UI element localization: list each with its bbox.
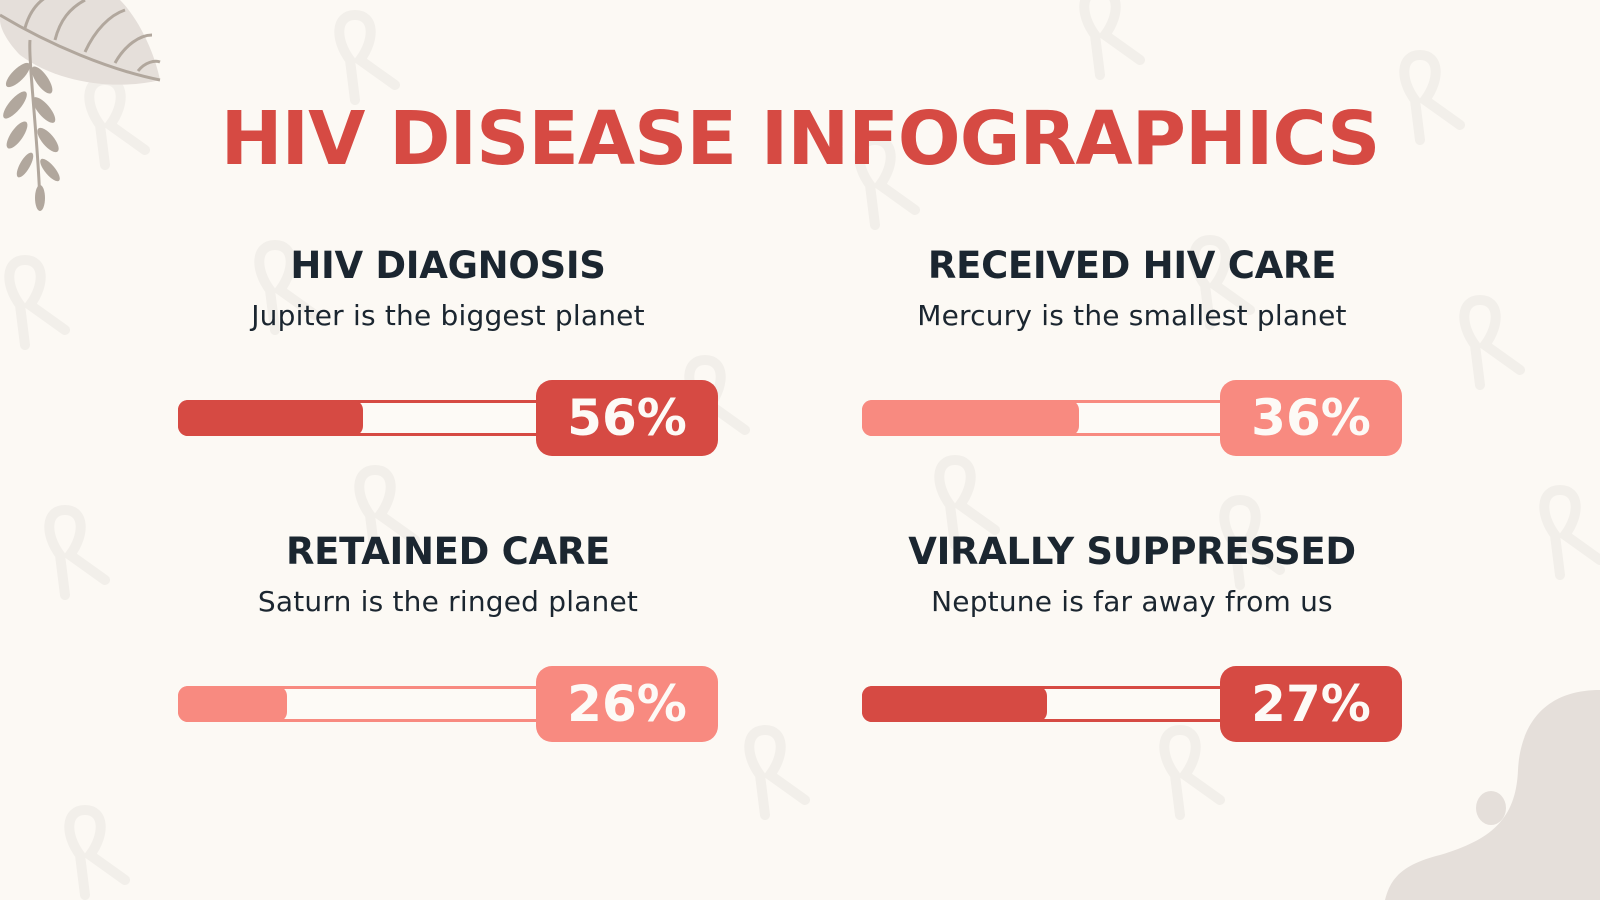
blob-shape [1385,690,1600,900]
awareness-ribbon-icon [64,804,130,900]
awareness-ribbon-icon [254,239,320,335]
progress-fill [178,686,287,722]
progress-fill [862,686,1047,722]
awareness-ribbon-icon [1079,0,1145,80]
card-heading: RECEIVED HIV CARE [927,244,1337,287]
card-subtitle: Neptune is far away from us [931,585,1333,618]
awareness-ribbon-icon [1399,49,1465,145]
stat-card-retained-care: RETAINED CARE Saturn is the ringed plane… [178,530,718,742]
card-subtitle: Mercury is the smallest planet [917,299,1347,332]
awareness-ribbon-icon [1219,494,1285,590]
awareness-ribbon-icon [334,9,400,105]
percent-badge: 26% [536,666,718,742]
percent-badge: 56% [536,380,718,456]
percent-badge: 27% [1220,666,1402,742]
awareness-ribbon-icon [854,134,920,230]
stat-card-hiv-diagnosis: HIV DIAGNOSIS Jupiter is the biggest pla… [178,244,718,456]
stat-card-virally-suppressed: VIRALLY SUPPRESSED Neptune is far away f… [862,530,1402,742]
awareness-ribbon-icon [1459,294,1525,390]
card-heading: RETAINED CARE [285,530,611,573]
card-heading: VIRALLY SUPPRESSED [908,530,1356,573]
awareness-ribbon-icon [1189,234,1255,330]
page-title: HIV DISEASE INFOGRAPHICS [220,96,1381,182]
progress-bar: 26% [178,666,718,742]
card-subtitle: Saturn is the ringed planet [257,585,639,618]
awareness-ribbon-icon [1539,484,1600,580]
progress-fill [862,400,1079,436]
awareness-ribbon-icon [1159,724,1225,820]
card-heading: HIV DIAGNOSIS [290,244,606,287]
awareness-ribbon-icon [4,254,70,350]
progress-fill [178,400,363,436]
awareness-ribbon-icon [744,724,810,820]
card-subtitle: Jupiter is the biggest planet [251,299,645,332]
stat-card-received-hiv-care: RECEIVED HIV CARE Mercury is the smalles… [862,244,1402,456]
percent-badge: 36% [1220,380,1402,456]
awareness-ribbon-icon [354,464,420,560]
progress-bar: 27% [862,666,1402,742]
awareness-ribbon-icon [44,504,110,600]
awareness-ribbon-icon [934,454,1000,550]
progress-bar: 56% [178,380,718,456]
leaf-branch-icon [0,0,161,211]
progress-bar: 36% [862,380,1402,456]
